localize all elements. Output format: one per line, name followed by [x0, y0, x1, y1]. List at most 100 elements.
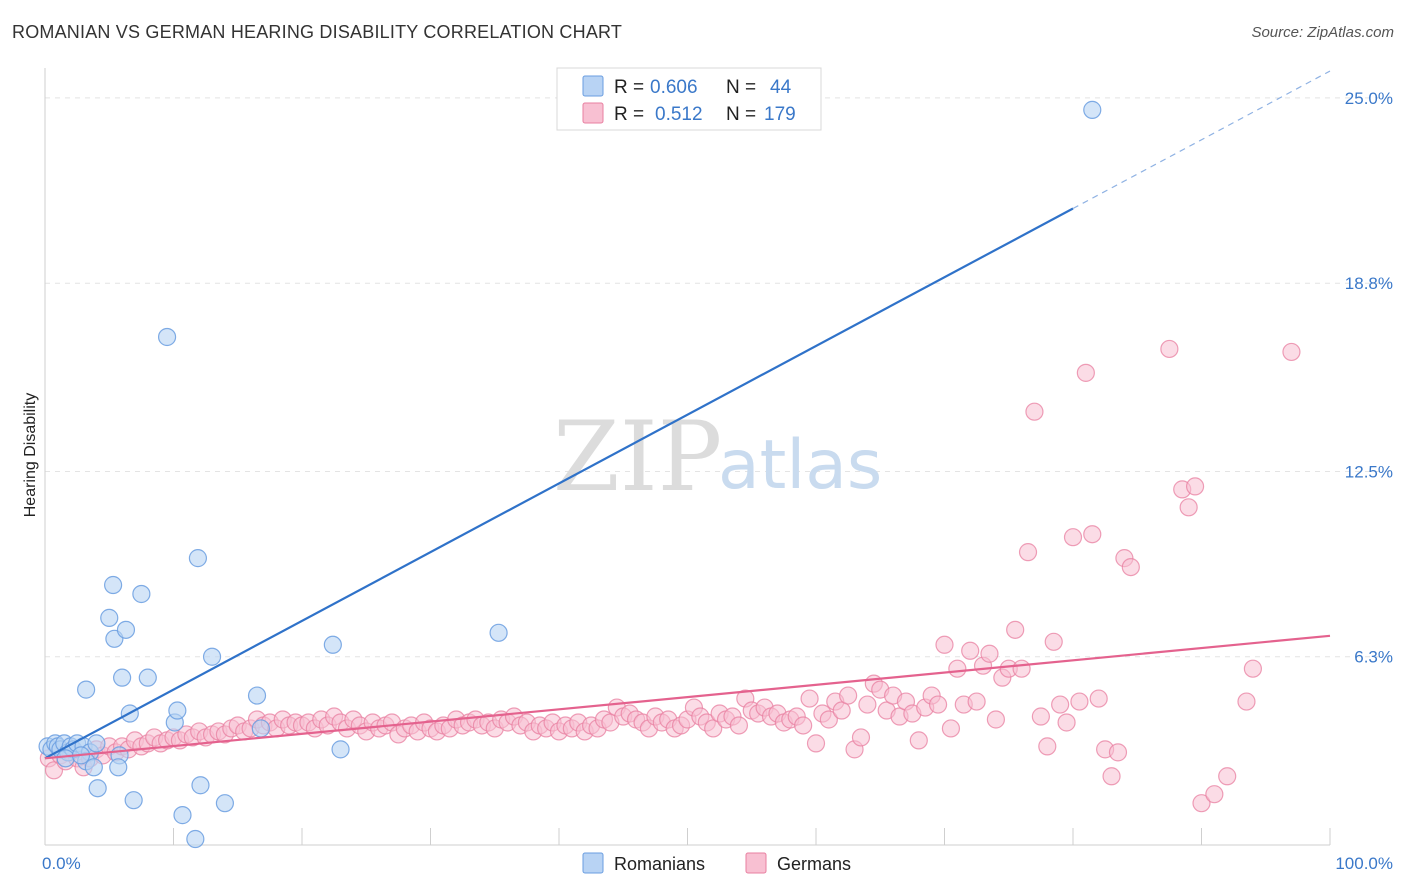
romanians-point — [124, 791, 143, 810]
romanians-point — [331, 740, 350, 759]
romanians-point — [168, 701, 187, 720]
romanians-point — [116, 620, 136, 639]
x-tick-label: 0.0% — [42, 854, 81, 873]
germans-point — [1083, 525, 1102, 544]
germans-point — [1185, 477, 1205, 496]
legend-n-label-1: N = — [726, 77, 756, 98]
germans-point — [800, 689, 819, 708]
y-axis-label: Hearing Disability — [22, 393, 39, 518]
romanians-point — [202, 647, 222, 666]
legend-germans-r: 0.512 — [655, 104, 703, 125]
watermark: ZIP atlas — [553, 401, 882, 513]
watermark-atlas: atlas — [718, 426, 882, 505]
germans-point — [1282, 342, 1301, 362]
legend-romanians-swatch — [582, 75, 604, 97]
germans-point — [839, 686, 858, 705]
y-tick-labels: 6.3% 12.5% 18.8% 25.0% — [1345, 89, 1393, 667]
germans-point — [1205, 785, 1224, 804]
source-label: Source: ZipAtlas.com — [1251, 24, 1394, 41]
y-tick-label: 25.0% — [1345, 89, 1393, 108]
germans-point — [980, 644, 999, 663]
legend-germans-n: 179 — [764, 104, 796, 125]
romanians-trend-extension — [1072, 70, 1331, 210]
gridlines — [45, 97, 1395, 658]
legend-n-label-2: N = — [726, 104, 756, 125]
romanians-point — [188, 549, 208, 568]
germans-point — [1102, 767, 1121, 786]
romanians-point — [87, 734, 106, 753]
germans-point — [986, 710, 1006, 729]
romanians-point — [191, 776, 210, 795]
romanians-point — [247, 686, 267, 705]
bottom-legend: Romanians Germans — [582, 852, 851, 874]
germans-point — [819, 710, 838, 729]
germans-point — [1063, 528, 1083, 547]
romanians-point — [132, 584, 151, 604]
romanians-point — [77, 680, 96, 699]
germans-point — [1018, 543, 1038, 562]
germans-point — [1031, 707, 1050, 726]
germans-trend-line — [44, 634, 1331, 760]
germans-point — [1070, 692, 1089, 711]
germans-point — [1025, 402, 1044, 421]
romanians-point — [1083, 100, 1102, 119]
germans-point — [1051, 695, 1070, 714]
trend-lines — [44, 70, 1331, 760]
romanians-point — [157, 327, 177, 347]
romanians-point — [56, 749, 75, 768]
germans-point — [794, 716, 813, 735]
y-tick-label: 6.3% — [1354, 648, 1393, 667]
bottom-legend-germans-swatch — [745, 852, 767, 874]
germans-point — [1160, 339, 1179, 359]
romanians-point — [173, 806, 192, 825]
germans-point — [1044, 632, 1063, 651]
germans-point — [1121, 557, 1140, 577]
germans-point — [1179, 498, 1198, 517]
y-tick-label: 18.8% — [1345, 274, 1393, 293]
germans-point — [1038, 737, 1057, 756]
watermark-zip: ZIP — [553, 401, 722, 513]
y-tick-label: 12.5% — [1345, 462, 1393, 481]
germans-points — [39, 339, 1301, 813]
legend-r-label-2: R = — [614, 104, 644, 125]
legend-r-label-1: R = — [614, 77, 644, 98]
romanians-trend-line — [44, 207, 1074, 760]
romanians-point — [112, 668, 132, 687]
romanians-point — [251, 719, 270, 738]
bottom-legend-romanians: Romanians — [614, 854, 705, 874]
romanians-point — [323, 635, 342, 654]
x-tick-labels: 0.0% 100.0% — [42, 854, 1393, 873]
germans-point — [1243, 659, 1263, 678]
germans-point — [1076, 363, 1095, 382]
romanians-point — [186, 829, 205, 849]
romanians-point — [109, 758, 128, 777]
romanians-points — [38, 100, 1102, 849]
germans-point — [935, 635, 954, 654]
germans-point — [941, 719, 961, 738]
romanians-point — [84, 758, 103, 777]
romanians-point — [138, 668, 157, 687]
germans-point — [928, 695, 948, 714]
axes — [44, 68, 1331, 846]
bottom-legend-germans: Germans — [777, 854, 851, 874]
romanians-point — [215, 794, 234, 813]
romanians-point — [489, 623, 508, 642]
germans-point — [1192, 794, 1211, 813]
germans-point — [1218, 767, 1237, 786]
germans-point — [1012, 659, 1031, 678]
germans-point — [1057, 713, 1076, 732]
germans-point — [909, 731, 928, 750]
germans-point — [1237, 692, 1256, 711]
germans-point — [1108, 743, 1128, 762]
germans-point — [1006, 620, 1025, 639]
germans-point — [961, 641, 980, 660]
romanians-point — [100, 608, 119, 627]
germans-point — [729, 716, 749, 735]
chart-title: ROMANIAN VS GERMAN HEARING DISABILITY CO… — [12, 22, 623, 42]
romanians-point — [104, 575, 123, 595]
legend-germans-swatch — [582, 102, 604, 124]
legend-romanians-n: 44 — [770, 77, 792, 98]
germans-point — [967, 692, 986, 711]
germans-point — [858, 695, 877, 714]
